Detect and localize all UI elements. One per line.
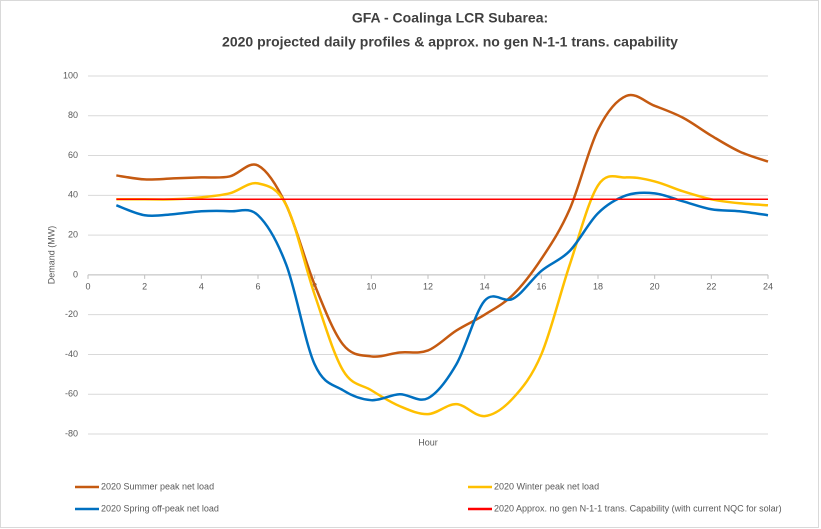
x-tick-label: 4: [199, 281, 204, 291]
y-tick-label: -60: [65, 389, 78, 399]
x-tick-label: 16: [536, 281, 546, 291]
legend-label: 2020 Summer peak net load: [101, 481, 214, 491]
series-line: [116, 93, 769, 358]
x-tick-label: 18: [593, 281, 603, 291]
y-tick-label: 100: [63, 70, 78, 80]
legend-label: 2020 Approx. no gen N-1-1 trans. Capabil…: [494, 503, 782, 513]
y-tick-label: 0: [73, 269, 78, 279]
series-line: [115, 191, 769, 402]
x-tick-label: 10: [366, 281, 376, 291]
y-tick-label: 20: [68, 229, 78, 239]
x-tick-label: 2: [142, 281, 147, 291]
y-tick-label: 40: [68, 190, 78, 200]
y-tick-label: 60: [68, 150, 78, 160]
x-tick-label: 14: [480, 281, 490, 291]
x-tick-label: 20: [650, 281, 660, 291]
y-axis-label: Demand (MW): [46, 226, 56, 285]
x-axis-label: Hour: [418, 437, 438, 447]
y-tick-label: -40: [65, 349, 78, 359]
y-tick-label: -20: [65, 309, 78, 319]
x-tick-label: 0: [85, 281, 90, 291]
x-tick-label: 6: [255, 281, 260, 291]
x-tick-label: 24: [763, 281, 773, 291]
legend-label: 2020 Spring off-peak net load: [101, 503, 219, 513]
y-tick-label: 80: [68, 110, 78, 120]
legend-label: 2020 Winter peak net load: [494, 481, 599, 491]
y-tick-label: -80: [65, 428, 78, 438]
chart-subtitle: 2020 projected daily profiles & approx. …: [222, 34, 678, 50]
chart-title: GFA - Coalinga LCR Subarea:: [352, 10, 548, 26]
series-line: [116, 174, 769, 418]
x-tick-label: 22: [706, 281, 716, 291]
x-tick-label: 12: [423, 281, 433, 291]
